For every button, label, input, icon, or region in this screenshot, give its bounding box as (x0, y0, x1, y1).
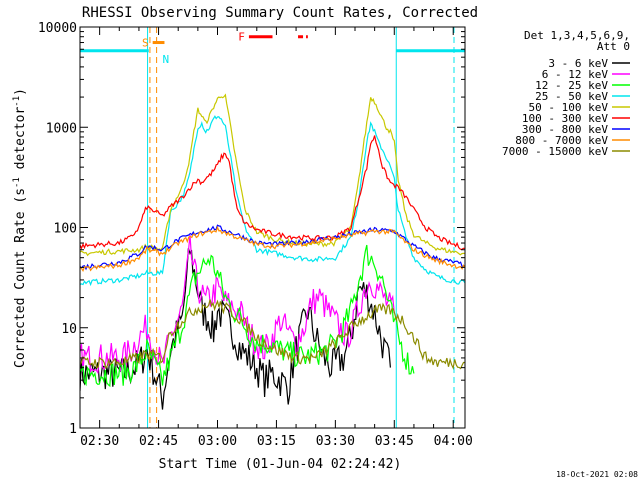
plot-series-group (80, 27, 465, 428)
x-tick-label: 03:00 (198, 434, 237, 449)
night-marker-label: N (162, 53, 169, 66)
flare-marker-label: F (238, 31, 245, 44)
y-axis-label-main: Corrected Count Rate (s (13, 188, 28, 368)
series-line (80, 225, 465, 273)
legend-entry-label: 12 - 25 keV (535, 79, 608, 92)
x-tick-label: 03:15 (257, 434, 296, 449)
y-axis-label-sup2: -1 (12, 96, 22, 107)
x-tick-label: 03:45 (375, 434, 414, 449)
timestamp: 18-Oct-2021 02:08 (556, 470, 638, 479)
series-line (80, 115, 465, 287)
series-line (80, 135, 465, 251)
legend-entry-label: 7000 - 15000 keV (502, 145, 608, 158)
y-axis-label: Corrected Count Rate (s-1 detector-1) (12, 88, 28, 368)
legend-entry-label: 25 - 50 keV (535, 90, 608, 103)
plot-area: SN F (80, 27, 465, 428)
x-axis: 02:30 02:45 03:00 03:15 03:30 03:45 04:00 (80, 27, 473, 449)
x-tick-label: 02:30 (80, 434, 119, 449)
y-axis: 1 10 100 1000 10000 (38, 21, 465, 437)
y-tick-label: 10000 (38, 21, 77, 36)
series-line (80, 299, 465, 370)
y-axis-label-mid: detector (13, 107, 28, 178)
legend-entry-label: 300 - 800 keV (522, 123, 608, 136)
legend-entry-label: 50 - 100 keV (529, 101, 609, 114)
x-tick-label: 04:00 (434, 434, 473, 449)
legend-entry-label: 100 - 300 keV (522, 112, 608, 125)
x-axis-label: Start Time (01-Jun-04 02:24:42) (159, 457, 402, 472)
x-tick-label: 03:30 (316, 434, 355, 449)
legend-entry-label: 6 - 12 keV (542, 68, 609, 81)
x-tick-label: 02:45 (139, 434, 178, 449)
y-tick-label: 1000 (46, 121, 77, 136)
y-tick-label: 10 (61, 322, 77, 337)
series-line (80, 224, 465, 271)
legend-header: Att 0 (597, 40, 630, 53)
saa-marker-label: S (142, 37, 149, 50)
y-axis-label-sup1: -1 (12, 177, 22, 188)
y-tick-label: 1 (69, 422, 77, 437)
y-tick-label: 100 (54, 222, 77, 237)
legend-entry-label: 800 - 7000 keV (515, 134, 608, 147)
legend-header: Det 1,3,4,5,6,9, (524, 29, 630, 42)
series-line (80, 244, 415, 388)
y-axis-label-end: ) (13, 88, 28, 96)
legend-entry-label: 3 - 6 keV (548, 57, 608, 70)
chart-title: RHESSI Observing Summary Count Rates, Co… (82, 5, 478, 21)
